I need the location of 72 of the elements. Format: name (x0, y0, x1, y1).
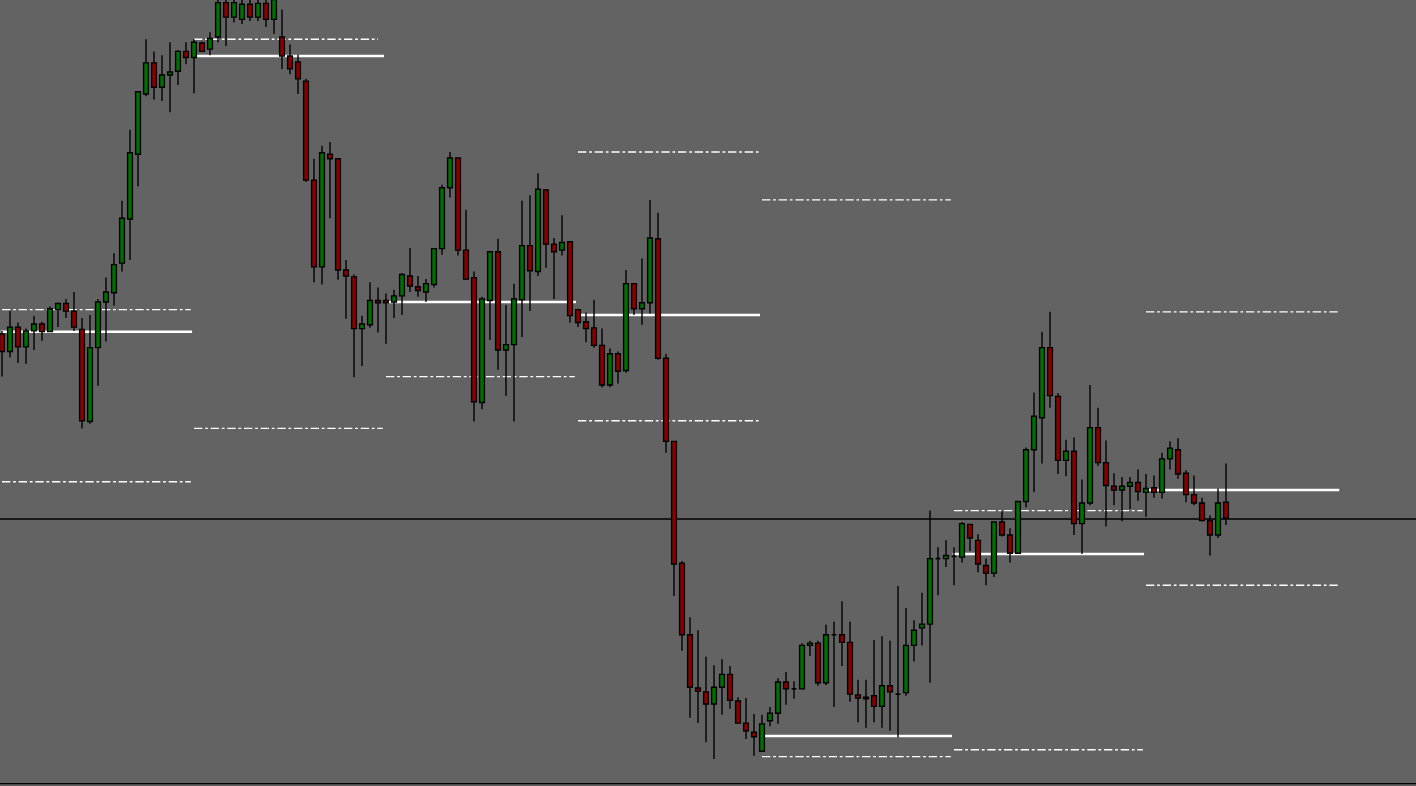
candlestick (614, 350, 622, 385)
candlestick (718, 658, 726, 716)
candlestick (878, 635, 886, 729)
candlestick (582, 311, 590, 344)
candlestick (230, 0, 238, 24)
candlestick (358, 314, 366, 367)
candlestick (750, 713, 758, 757)
candlestick (638, 257, 646, 326)
candlestick (222, 0, 230, 47)
candlestick (54, 302, 62, 328)
candlestick (894, 585, 902, 739)
candlestick (942, 539, 950, 568)
candlestick (62, 298, 70, 319)
candlestick (1190, 474, 1198, 506)
candlestick (870, 639, 878, 724)
candlestick (342, 259, 350, 320)
candlestick (70, 291, 78, 332)
candlestick (102, 276, 110, 343)
candlestick (710, 664, 718, 760)
candlestick (278, 8, 286, 70)
candlestick (766, 706, 774, 727)
candlestick (838, 600, 846, 667)
candlestick (294, 53, 302, 95)
candlestick (558, 214, 566, 257)
candlestick (206, 31, 214, 56)
candlestick (22, 327, 30, 365)
candlestick (966, 523, 974, 552)
candlestick (38, 321, 46, 342)
candlestick (1126, 476, 1134, 510)
candlestick (1006, 527, 1014, 564)
candlestick (830, 621, 838, 708)
candlestick (1134, 468, 1142, 502)
candlestick (742, 697, 750, 740)
candlestick (414, 275, 422, 298)
candlestick (174, 49, 182, 86)
candlestick (166, 41, 174, 114)
candlestick (806, 640, 814, 657)
candlestick (190, 38, 198, 94)
candlestick (590, 298, 598, 349)
candlestick (502, 304, 510, 397)
candlestick (14, 321, 22, 364)
candlestick (918, 592, 926, 647)
candlestick (550, 237, 558, 300)
candlestick (422, 278, 430, 303)
candlestick (1150, 474, 1158, 499)
candlestick (854, 678, 862, 724)
candlestick (286, 43, 294, 75)
candlestick (950, 546, 958, 586)
candlestick (1166, 440, 1174, 471)
candlestick (1110, 472, 1118, 506)
candlestick (1182, 469, 1190, 503)
candlestick (734, 696, 742, 724)
candlestick (790, 680, 798, 700)
candlestick (1062, 439, 1070, 478)
candlestick (782, 671, 790, 706)
candlestick (30, 314, 38, 351)
candlestick (886, 640, 894, 732)
candlestick (246, 0, 254, 22)
candlestick (46, 305, 54, 333)
candlestick (982, 557, 990, 586)
candlestick (182, 41, 190, 66)
candlestick (390, 289, 398, 319)
candlestick (702, 656, 710, 743)
candlestick (974, 533, 982, 574)
candlestick (254, 0, 262, 22)
candlestick (406, 247, 414, 293)
candlestick (694, 629, 702, 724)
candlestick (158, 54, 166, 102)
candlestick (398, 272, 406, 316)
candlestick (262, 0, 270, 28)
candlestick (910, 619, 918, 663)
candlestick (0, 330, 6, 378)
